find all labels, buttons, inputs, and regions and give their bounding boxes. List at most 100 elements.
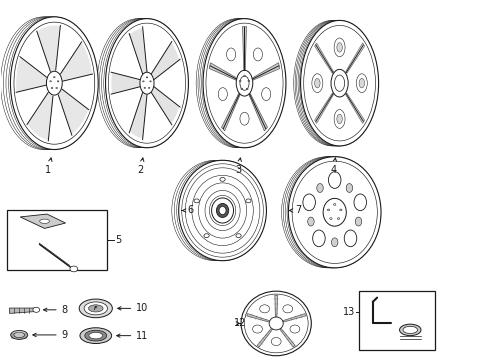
Ellipse shape <box>307 217 313 226</box>
Polygon shape <box>16 57 54 92</box>
Polygon shape <box>20 214 65 228</box>
Ellipse shape <box>353 194 366 211</box>
Text: 1: 1 <box>45 158 52 175</box>
Polygon shape <box>129 93 147 138</box>
Circle shape <box>194 199 199 203</box>
Polygon shape <box>279 328 295 347</box>
Ellipse shape <box>84 330 106 341</box>
Ellipse shape <box>312 230 325 247</box>
Text: 7: 7 <box>289 206 301 216</box>
Ellipse shape <box>84 302 107 315</box>
Ellipse shape <box>219 207 225 215</box>
Ellipse shape <box>330 69 347 97</box>
Ellipse shape <box>226 48 235 61</box>
Circle shape <box>246 88 247 90</box>
Ellipse shape <box>336 114 342 123</box>
Text: 4: 4 <box>329 158 336 175</box>
Ellipse shape <box>314 78 320 88</box>
Ellipse shape <box>331 238 337 247</box>
Circle shape <box>51 87 53 89</box>
Text: 5: 5 <box>115 235 122 245</box>
Ellipse shape <box>203 19 285 148</box>
Polygon shape <box>345 43 364 73</box>
Ellipse shape <box>240 112 248 125</box>
Polygon shape <box>283 314 305 322</box>
Text: 8: 8 <box>43 305 68 315</box>
Circle shape <box>149 81 151 82</box>
Ellipse shape <box>218 88 227 100</box>
Circle shape <box>56 87 57 89</box>
Circle shape <box>243 75 245 77</box>
Circle shape <box>247 80 249 82</box>
Polygon shape <box>345 93 364 123</box>
Ellipse shape <box>354 217 361 226</box>
Circle shape <box>239 80 241 82</box>
Circle shape <box>337 218 339 220</box>
Ellipse shape <box>344 230 356 247</box>
Ellipse shape <box>240 76 248 90</box>
Circle shape <box>148 87 150 89</box>
Ellipse shape <box>236 70 252 96</box>
Ellipse shape <box>10 17 98 149</box>
Ellipse shape <box>80 328 111 343</box>
Polygon shape <box>151 87 179 124</box>
Ellipse shape <box>271 337 281 346</box>
Ellipse shape <box>316 184 323 193</box>
Text: 3: 3 <box>235 158 241 175</box>
Polygon shape <box>54 42 92 83</box>
Ellipse shape <box>14 332 24 338</box>
Polygon shape <box>314 43 333 73</box>
Ellipse shape <box>252 325 262 333</box>
Polygon shape <box>246 314 269 322</box>
Ellipse shape <box>261 88 270 100</box>
Ellipse shape <box>11 330 28 339</box>
Text: 2: 2 <box>137 158 143 175</box>
Polygon shape <box>209 63 236 80</box>
Ellipse shape <box>311 74 322 93</box>
Circle shape <box>329 218 331 220</box>
Ellipse shape <box>358 78 364 88</box>
Polygon shape <box>242 26 246 70</box>
Ellipse shape <box>300 21 378 146</box>
Text: 12: 12 <box>233 319 245 328</box>
Polygon shape <box>9 308 35 314</box>
Text: F: F <box>94 306 97 311</box>
Circle shape <box>241 88 242 90</box>
Polygon shape <box>54 83 88 135</box>
Ellipse shape <box>88 305 103 312</box>
Circle shape <box>333 204 335 205</box>
Ellipse shape <box>140 72 154 94</box>
Ellipse shape <box>46 71 62 95</box>
Circle shape <box>33 307 40 312</box>
Polygon shape <box>111 72 140 94</box>
Polygon shape <box>248 93 267 131</box>
Ellipse shape <box>178 160 266 261</box>
Circle shape <box>339 209 341 211</box>
Polygon shape <box>129 28 147 74</box>
Circle shape <box>142 81 144 82</box>
Ellipse shape <box>259 305 269 313</box>
Circle shape <box>245 199 250 203</box>
Ellipse shape <box>333 109 345 129</box>
Ellipse shape <box>40 219 49 224</box>
Circle shape <box>57 81 59 82</box>
Ellipse shape <box>399 324 420 336</box>
Circle shape <box>146 77 147 78</box>
Circle shape <box>326 209 329 211</box>
Ellipse shape <box>253 48 262 61</box>
Polygon shape <box>37 26 60 83</box>
Ellipse shape <box>302 194 315 211</box>
Circle shape <box>235 234 241 238</box>
Ellipse shape <box>288 157 380 268</box>
Ellipse shape <box>105 19 188 148</box>
Text: 10: 10 <box>118 303 148 314</box>
Circle shape <box>220 177 225 181</box>
Ellipse shape <box>334 75 344 91</box>
Text: 6: 6 <box>181 206 193 216</box>
Ellipse shape <box>241 291 311 356</box>
Polygon shape <box>257 328 272 347</box>
Ellipse shape <box>402 326 417 333</box>
Ellipse shape <box>89 332 102 339</box>
Polygon shape <box>221 93 240 131</box>
Ellipse shape <box>323 198 346 226</box>
